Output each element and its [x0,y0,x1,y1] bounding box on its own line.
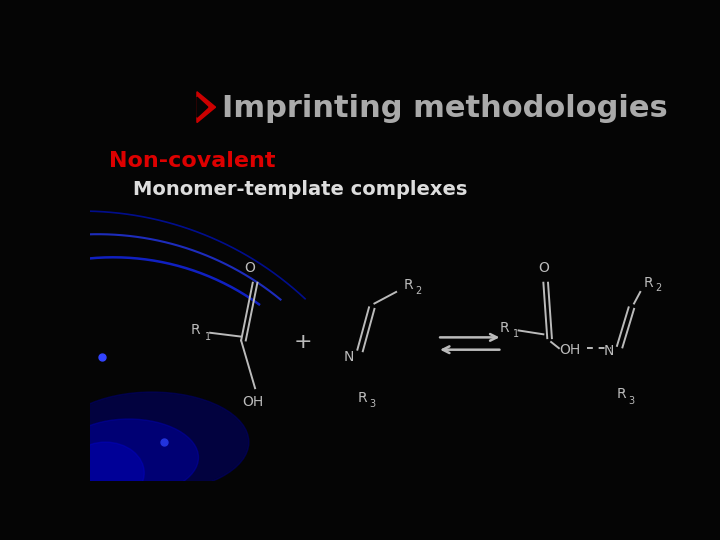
Text: R: R [644,276,653,291]
Text: OH: OH [242,395,264,409]
Text: N: N [604,344,614,358]
Text: 2: 2 [655,283,661,293]
Text: 3: 3 [369,400,375,409]
Ellipse shape [59,419,199,496]
Text: +: + [294,332,312,352]
Ellipse shape [67,442,144,504]
Text: 2: 2 [415,286,422,296]
Text: O: O [244,261,255,275]
Polygon shape [197,92,215,123]
Text: N: N [343,350,354,365]
Text: 3: 3 [629,395,635,406]
Text: Non-covalent: Non-covalent [109,151,276,171]
Text: 1: 1 [513,329,519,339]
Text: O: O [538,261,549,275]
Text: R: R [404,278,413,292]
Text: R: R [357,391,367,405]
Text: OH: OH [559,343,580,357]
Text: 1: 1 [204,332,211,342]
Text: R: R [617,387,626,401]
Ellipse shape [55,392,249,492]
Text: Monomer-template complexes: Monomer-template complexes [132,180,467,199]
Text: R: R [499,321,509,335]
Text: Imprinting methodologies: Imprinting methodologies [222,94,667,123]
Polygon shape [197,97,208,117]
Text: R: R [191,323,200,338]
